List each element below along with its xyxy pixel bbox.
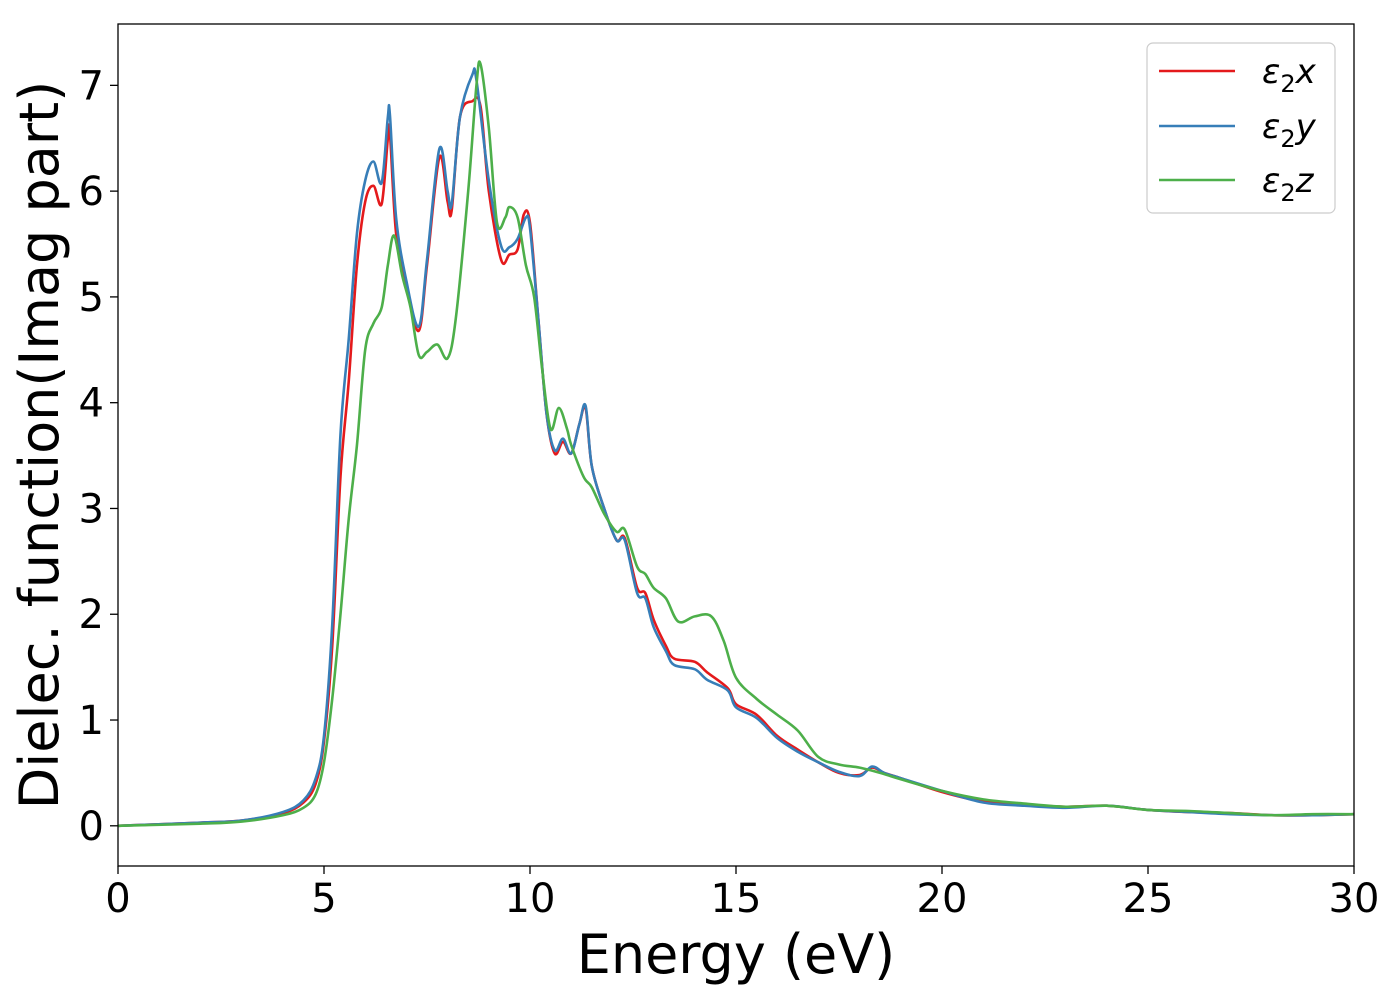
y-axis-label: Dielec. function(Imag part)	[8, 81, 71, 810]
y-tick-label: 6	[79, 169, 104, 215]
legend-subscript: 2	[1280, 179, 1295, 207]
legend-axis: y	[1295, 107, 1317, 147]
legend-box	[1146, 42, 1336, 214]
y-tick-label: 7	[79, 63, 104, 109]
y-tick-label: 5	[79, 275, 104, 321]
y-tick-label: 2	[79, 592, 104, 638]
x-axis-label: Energy (eV)	[577, 923, 896, 986]
x-tick-label: 25	[1123, 876, 1174, 922]
legend-axis: x	[1295, 52, 1317, 92]
legend-subscript: 2	[1280, 125, 1295, 153]
x-tick-label: 10	[505, 876, 556, 922]
legend-symbol: ε	[1262, 52, 1280, 92]
y-axis-ticks: 0 1 2 3 4 5 6 7	[79, 63, 118, 850]
legend-label-z: ε2z	[1262, 161, 1315, 207]
x-tick-label: 0	[105, 876, 130, 922]
y-tick-label: 0	[79, 804, 104, 850]
series-line-y	[118, 67, 1354, 828]
x-tick-label: 15	[711, 876, 762, 922]
x-tick-label: 5	[311, 876, 336, 922]
x-tick-label: 20	[917, 876, 968, 922]
y-tick-label: 3	[79, 486, 104, 532]
y-tick-label: 1	[79, 698, 104, 744]
y-tick-label: 4	[79, 381, 104, 427]
legend-symbol: ε	[1262, 161, 1280, 201]
x-axis-ticks: 0 5 10 15 20 25 30	[105, 866, 1379, 922]
legend-axis: z	[1295, 161, 1315, 201]
series-line-z	[118, 60, 1354, 828]
x-tick-label: 30	[1329, 876, 1380, 922]
legend-label-x: ε2x	[1262, 52, 1317, 98]
legend-label-y: ε2y	[1262, 107, 1317, 153]
series-layer	[118, 60, 1354, 828]
legend-symbol: ε	[1262, 107, 1280, 147]
legend-subscript: 2	[1280, 70, 1295, 98]
